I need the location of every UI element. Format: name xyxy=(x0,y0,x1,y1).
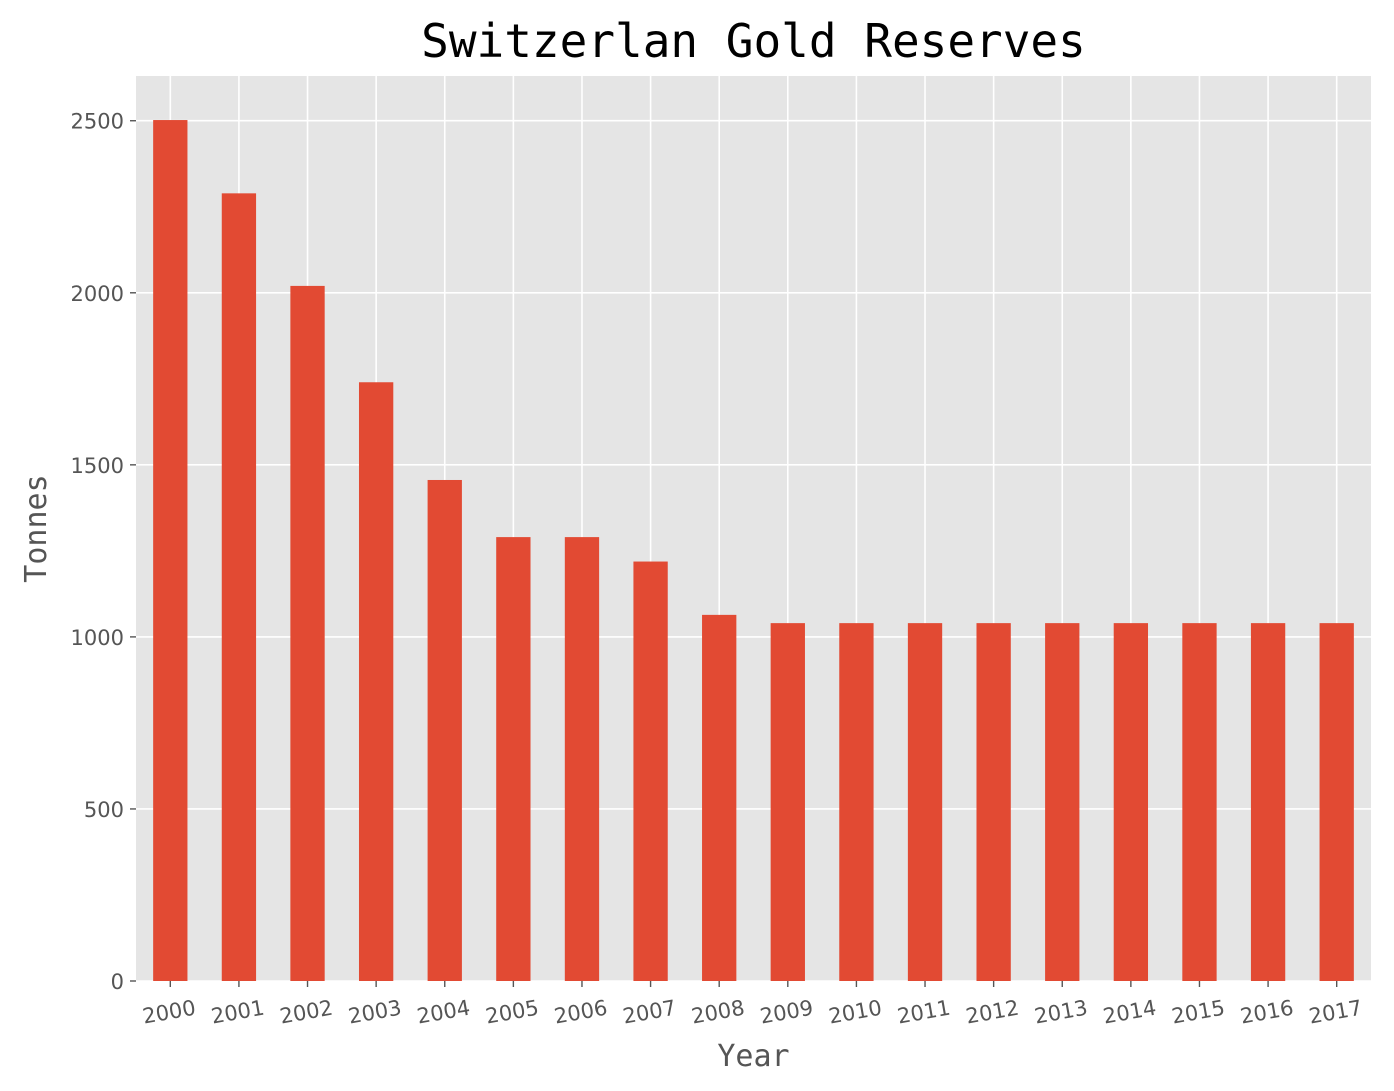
bar-2015 xyxy=(1182,623,1217,981)
x-axis-ticks: 2000 2001 2002 2003 2004 2005 2006 2007 2008 2009… xyxy=(141,981,1364,1029)
x-tick-label: 2016 xyxy=(1238,996,1295,1029)
x-tick-label: 2011 xyxy=(895,996,952,1029)
x-tick-label: 2008 xyxy=(690,996,747,1029)
bar-2008 xyxy=(702,614,737,981)
x-axis-label: Year xyxy=(717,1039,789,1074)
x-tick-label: 2009 xyxy=(758,996,815,1029)
x-tick-label: 2015 xyxy=(1170,996,1227,1029)
bar-2007 xyxy=(633,561,668,981)
x-tick-label: 2004 xyxy=(415,996,472,1029)
x-tick-label: 2010 xyxy=(827,996,884,1029)
plot-background xyxy=(136,76,1371,981)
y-tick-label: 2000 xyxy=(71,282,124,306)
y-tick-label: 2500 xyxy=(71,110,124,134)
bar-2002 xyxy=(290,285,325,982)
x-tick-label: 2007 xyxy=(621,996,678,1029)
y-tick-label: 0 xyxy=(111,970,124,994)
x-tick-label: 2003 xyxy=(347,996,404,1029)
x-tick-label: 2006 xyxy=(552,996,609,1029)
bar-2016 xyxy=(1250,623,1286,981)
y-tick-label: 1000 xyxy=(71,626,124,650)
bar-2004 xyxy=(427,479,462,981)
bars xyxy=(153,120,1354,982)
x-tick-label: 2002 xyxy=(278,996,335,1029)
bar-2014 xyxy=(1113,623,1149,981)
x-tick-label: 2000 xyxy=(141,996,198,1029)
bar-2012 xyxy=(976,623,1011,981)
bar-2013 xyxy=(1045,623,1080,981)
y-tick-label: 500 xyxy=(84,798,124,822)
x-tick-label: 2017 xyxy=(1307,996,1364,1029)
chart-title: Switzerlan Gold Reserves xyxy=(421,14,1086,68)
y-axis-label: Tonnes xyxy=(19,474,54,582)
y-axis-ticks: 0 500 1000 1500 2000 2500 xyxy=(71,110,136,994)
y-tick-label: 1500 xyxy=(71,454,124,478)
bar-2001 xyxy=(221,193,257,981)
bar-2009 xyxy=(770,623,805,981)
bar-2000 xyxy=(153,120,188,981)
bar-2017 xyxy=(1319,623,1354,981)
x-tick-label: 2014 xyxy=(1101,996,1158,1029)
bar-2010 xyxy=(839,623,874,981)
x-tick-label: 2012 xyxy=(964,996,1021,1029)
bar-2003 xyxy=(358,382,394,981)
x-tick-label: 2013 xyxy=(1033,996,1090,1029)
bar-2005 xyxy=(496,537,531,981)
bar-2006 xyxy=(564,537,600,981)
x-tick-label: 2005 xyxy=(484,996,541,1029)
bar-2011 xyxy=(907,623,943,981)
x-tick-label: 2001 xyxy=(209,996,266,1029)
